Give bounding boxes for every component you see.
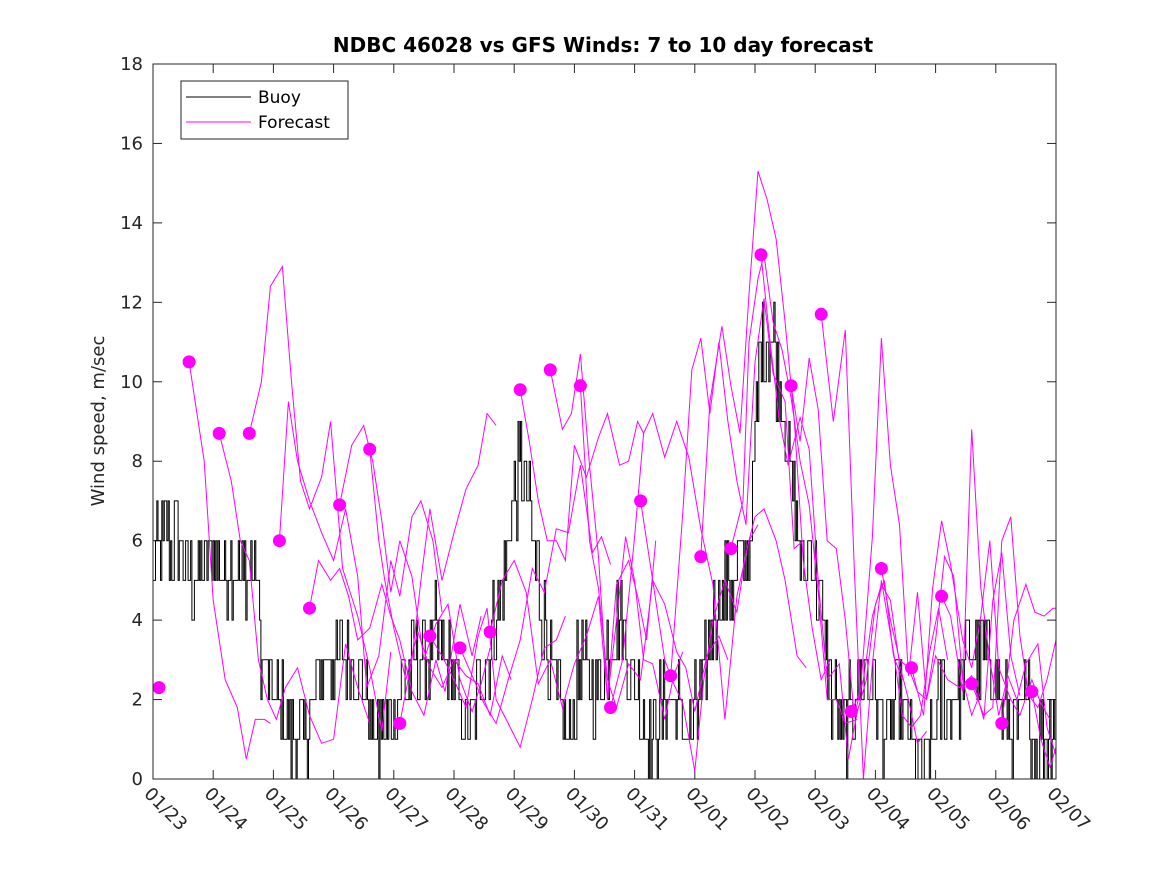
forecast-point (242, 426, 256, 440)
forecast-line (309, 559, 482, 717)
chart-title: NDBC 46028 vs GFS Winds: 7 to 10 day for… (333, 33, 874, 57)
forecast-line (339, 424, 491, 714)
forecast-point (784, 379, 798, 393)
forecast-line (1001, 582, 1056, 724)
forecast-point (935, 589, 949, 603)
forecast-line (429, 608, 566, 749)
legend-buoy-label: Buoy (258, 88, 301, 108)
forecast-line (489, 540, 657, 710)
y-tick-label: 2 (132, 690, 143, 711)
legend-forecast-label: Forecast (258, 113, 330, 133)
forecast-point (573, 379, 587, 393)
plot-frame (152, 63, 1057, 780)
forecast-point (303, 601, 316, 615)
legend-box (180, 80, 349, 140)
y-tick-label: 4 (132, 610, 143, 631)
y-tick-label: 8 (132, 451, 143, 472)
forecast-line (278, 401, 443, 688)
forecast-point (995, 716, 1009, 730)
forecast-line (670, 298, 804, 676)
forecast-point (754, 248, 768, 262)
forecast-line (549, 353, 684, 720)
buoy-series (153, 301, 1057, 780)
y-tick-label: 6 (132, 531, 143, 552)
forecast-line (399, 412, 497, 724)
forecast-point (604, 701, 617, 714)
forecast-point (363, 442, 377, 456)
y-tick-label: 14 (120, 213, 143, 234)
forecast-line (218, 433, 371, 744)
forecast-line (730, 254, 858, 725)
forecast-points (152, 248, 1039, 730)
forecast-point (453, 641, 467, 655)
legend: Buoy Forecast (180, 80, 349, 140)
forecast-point (483, 625, 497, 639)
forecast-line (700, 171, 831, 682)
forecast-line (820, 314, 949, 780)
y-tick-label: 10 (120, 372, 143, 393)
forecast-line (188, 361, 271, 760)
forecast-point (694, 550, 708, 564)
forecast-point (182, 355, 196, 369)
forecast-point (844, 705, 858, 718)
y-axis-label: Wind speed, m/sec (88, 336, 109, 507)
forecast-line (1031, 691, 1057, 769)
forecast-point (212, 426, 226, 440)
buoy-line (153, 301, 1057, 780)
forecast-point (664, 669, 678, 683)
forecast-point (152, 681, 166, 695)
forecast-point (874, 562, 888, 575)
forecast-line (941, 429, 1057, 756)
forecast-point (513, 383, 527, 397)
forecast-line (971, 516, 1057, 717)
forecast-line (519, 389, 645, 563)
forecast-point (543, 363, 557, 377)
forecast-point (724, 542, 738, 556)
forecast-series (188, 171, 1057, 780)
y-tick-label: 18 (120, 54, 143, 75)
forecast-point (272, 534, 286, 548)
forecast-line (459, 465, 611, 725)
y-tick-label: 16 (120, 133, 143, 154)
forecast-point (1025, 685, 1039, 699)
forecast-point (634, 494, 648, 508)
forecast-point (333, 498, 347, 512)
forecast-point (905, 661, 918, 675)
forecast-point (393, 716, 407, 730)
forecast-point (965, 677, 979, 691)
y-tick-label: 0 (132, 769, 143, 790)
forecast-line (248, 265, 392, 732)
forecast-line (880, 552, 1021, 720)
forecast-line (610, 412, 759, 720)
forecast-line (790, 357, 927, 745)
forecast-point (423, 629, 437, 643)
y-tick-label: 12 (120, 292, 143, 313)
forecast-line (850, 338, 982, 718)
forecast-point (814, 307, 828, 321)
